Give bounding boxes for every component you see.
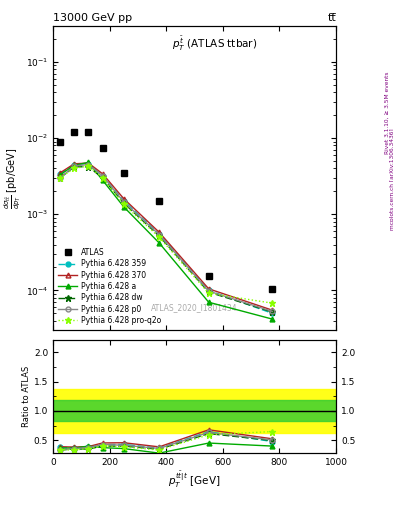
Pythia 6.428 359 <box>157 231 162 237</box>
Text: tt̅: tt̅ <box>327 13 336 23</box>
Pythia 6.428 359 <box>270 310 275 316</box>
Pythia 6.428 dw <box>100 175 105 181</box>
Text: mcplots.cern.ch [arXiv:1306.3436]: mcplots.cern.ch [arXiv:1306.3436] <box>390 129 393 230</box>
Pythia 6.428 dw <box>72 164 77 170</box>
ATLAS <box>121 170 126 176</box>
Line: Pythia 6.428 370: Pythia 6.428 370 <box>58 161 275 313</box>
Pythia 6.428 359 <box>121 198 126 204</box>
Pythia 6.428 dw <box>58 175 62 181</box>
Pythia 6.428 pro-q2o <box>270 300 275 306</box>
Pythia 6.428 dw <box>206 289 211 295</box>
Pythia 6.428 pro-q2o <box>206 290 211 296</box>
Pythia 6.428 pro-q2o <box>121 201 126 207</box>
Pythia 6.428 a <box>270 316 275 322</box>
Pythia 6.428 dw <box>86 164 91 170</box>
Line: Pythia 6.428 pro-q2o: Pythia 6.428 pro-q2o <box>57 162 276 307</box>
ATLAS <box>157 198 162 204</box>
Legend: ATLAS, Pythia 6.428 359, Pythia 6.428 370, Pythia 6.428 a, Pythia 6.428 dw, Pyth: ATLAS, Pythia 6.428 359, Pythia 6.428 37… <box>57 247 162 327</box>
Pythia 6.428 359 <box>100 173 105 179</box>
ATLAS <box>270 286 275 292</box>
Text: 13000 GeV pp: 13000 GeV pp <box>53 13 132 23</box>
Pythia 6.428 370 <box>206 286 211 292</box>
Line: Pythia 6.428 p0: Pythia 6.428 p0 <box>58 162 275 314</box>
Pythia 6.428 359 <box>86 161 91 167</box>
Pythia 6.428 pro-q2o <box>157 234 162 240</box>
Pythia 6.428 p0 <box>157 231 162 238</box>
Pythia 6.428 370 <box>121 196 126 202</box>
Pythia 6.428 p0 <box>206 288 211 294</box>
Pythia 6.428 359 <box>58 170 62 177</box>
Pythia 6.428 370 <box>270 307 275 313</box>
Line: Pythia 6.428 dw: Pythia 6.428 dw <box>57 163 276 315</box>
Text: Rivet 3.1.10, ≥ 3.5M events: Rivet 3.1.10, ≥ 3.5M events <box>385 71 389 154</box>
Pythia 6.428 a <box>100 177 105 183</box>
Pythia 6.428 370 <box>157 229 162 236</box>
Pythia 6.428 p0 <box>270 308 275 314</box>
ATLAS <box>206 273 211 279</box>
Pythia 6.428 a <box>72 162 77 168</box>
Pythia 6.428 370 <box>100 170 105 177</box>
Y-axis label: Ratio to ATLAS: Ratio to ATLAS <box>22 366 31 428</box>
ATLAS <box>86 129 91 135</box>
Y-axis label: $\frac{d\sigma_{t\bar{t}}}{dp_T}$ [pb/GeV]: $\frac{d\sigma_{t\bar{t}}}{dp_T}$ [pb/Ge… <box>2 147 23 209</box>
Pythia 6.428 370 <box>58 170 62 176</box>
Pythia 6.428 370 <box>86 160 91 166</box>
Pythia 6.428 p0 <box>72 163 77 169</box>
Pythia 6.428 pro-q2o <box>72 165 77 172</box>
Pythia 6.428 pro-q2o <box>100 175 105 181</box>
Pythia 6.428 a <box>58 172 62 178</box>
Text: $p_T^{\bar{t}}$ (ATLAS ttbar): $p_T^{\bar{t}}$ (ATLAS ttbar) <box>172 35 257 53</box>
Pythia 6.428 p0 <box>100 173 105 179</box>
Pythia 6.428 p0 <box>86 161 91 167</box>
ATLAS <box>72 129 77 135</box>
Pythia 6.428 pro-q2o <box>58 175 62 181</box>
Text: ATLAS_2020_I1801434: ATLAS_2020_I1801434 <box>151 303 238 312</box>
X-axis label: $p^{t\bar{t}|t}_T$ [GeV]: $p^{t\bar{t}|t}_T$ [GeV] <box>168 470 221 490</box>
Line: Pythia 6.428 a: Pythia 6.428 a <box>58 160 275 322</box>
Pythia 6.428 a <box>206 299 211 305</box>
Bar <box>53 400 336 421</box>
Pythia 6.428 p0 <box>58 175 62 181</box>
Pythia 6.428 dw <box>121 200 126 206</box>
Pythia 6.428 a <box>121 204 126 210</box>
Pythia 6.428 359 <box>206 287 211 293</box>
Bar <box>53 389 336 433</box>
Line: ATLAS: ATLAS <box>57 129 275 292</box>
Pythia 6.428 p0 <box>121 199 126 205</box>
Pythia 6.428 dw <box>270 309 275 315</box>
Pythia 6.428 359 <box>72 161 77 167</box>
Pythia 6.428 370 <box>72 161 77 167</box>
ATLAS <box>58 139 62 145</box>
ATLAS <box>100 144 105 151</box>
Pythia 6.428 pro-q2o <box>86 163 91 169</box>
Line: Pythia 6.428 359: Pythia 6.428 359 <box>58 161 275 316</box>
Pythia 6.428 a <box>157 240 162 246</box>
Pythia 6.428 dw <box>157 233 162 239</box>
Pythia 6.428 a <box>86 159 91 165</box>
